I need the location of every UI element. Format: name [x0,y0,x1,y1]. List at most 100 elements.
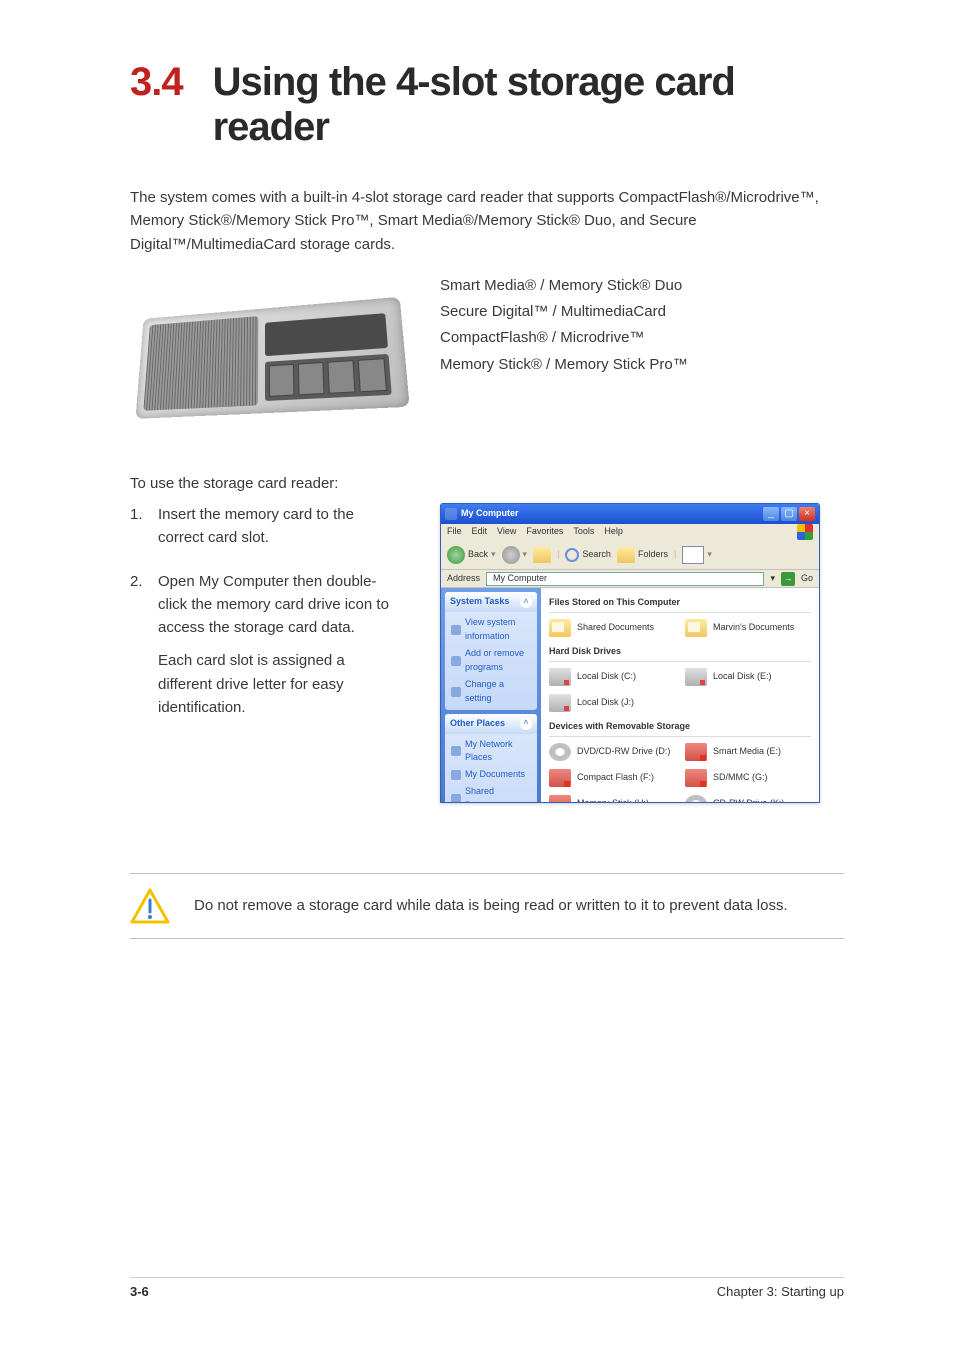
drive-item-dvd-cdrw[interactable]: DVD/CD-RW Drive (D:) [549,743,675,761]
menu-item-view[interactable]: View [497,525,516,539]
window-app-icon [445,508,457,520]
step-subtext: Each card slot is assigned a different d… [158,649,400,719]
sidebar-head-other-places[interactable]: Other Places˄ [445,714,537,734]
sidebar-head-system-tasks[interactable]: System Tasks˄ [445,592,537,612]
section-title: 3.4 Using the 4-slot storage card reader [130,60,844,150]
address-label: Address [447,572,480,586]
drive-item-compact-flash[interactable]: Compact Flash (F:) [549,769,675,787]
chevron-icon: ˄ [520,718,532,730]
page-number: 3-6 [130,1284,149,1299]
drive-item-local-j[interactable]: Local Disk (J:) [549,694,675,712]
minimize-button[interactable]: _ [763,507,779,521]
hdd-icon [549,694,571,712]
content-section-heading: Hard Disk Drives [549,645,811,662]
address-field[interactable]: My Computer [486,572,764,586]
step-text: Insert the memory card to the correct ca… [158,506,354,546]
sidebar-item-shared-documents[interactable]: Shared Documents [451,785,531,803]
sidebar-item-my-documents[interactable]: My Documents [451,768,531,782]
search-icon [565,548,579,562]
drive-item-shared-documents[interactable]: Shared Documents [549,619,675,637]
card-drive-icon [549,769,571,787]
views-icon [682,546,704,564]
step-item: Insert the memory card to the correct ca… [130,503,400,550]
window-menubar: File Edit View Favorites Tools Help [441,524,819,540]
caution-text: Do not remove a storage card while data … [194,894,788,917]
drive-item-user-documents[interactable]: Marvin's Documents [685,619,811,637]
optical-drive-icon [549,743,571,761]
explorer-sidebar: System Tasks˄ View system information Ad… [441,588,541,802]
intro-paragraph: The system comes with a built-in 4-slot … [130,186,830,256]
address-value: My Computer [493,572,547,586]
my-computer-screenshot: My Computer _ ▢ × File Edit View Favorit… [440,503,844,803]
drive-item-cdrw[interactable]: CD-RW Drive (K:) [685,795,811,802]
menu-item-file[interactable]: File [447,525,462,539]
folder-icon [685,619,707,637]
explorer-content: Files Stored on This Computer Shared Doc… [541,588,819,802]
card-drive-icon [685,769,707,787]
back-button[interactable]: Back ▾ [447,546,496,564]
step-text: Open My Computer then double-click the m… [158,573,389,637]
window-addressbar: Address My Computer ▾ → Go [441,570,819,588]
card-drive-icon [685,743,707,761]
forward-button[interactable]: ▾ [502,546,528,564]
section-heading: Using the 4-slot storage card reader [213,60,844,150]
back-icon [447,546,465,564]
drive-item-local-c[interactable]: Local Disk (C:) [549,668,675,686]
card-slot-label: Secure Digital™ / MultimediaCard [440,300,688,323]
menu-item-edit[interactable]: Edit [472,525,488,539]
window-toolbar: Back ▾ ▾ | Search Folders | ▾ [441,540,819,570]
content-section-heading: Files Stored on This Computer [549,596,811,613]
sidebar-item-change-setting[interactable]: Change a setting [451,678,531,706]
windows-flag-icon [797,524,813,540]
folder-icon [549,619,571,637]
card-slot-label: CompactFlash® / Microdrive™ [440,326,688,349]
card-drive-icon [549,795,571,802]
folders-icon [617,547,635,563]
settings-icon [451,687,461,697]
optical-drive-icon [685,795,707,802]
shared-icon [451,794,461,803]
sidebar-item-network-places[interactable]: My Network Places [451,738,531,766]
menu-item-tools[interactable]: Tools [573,525,594,539]
maximize-button[interactable]: ▢ [781,507,797,521]
sidebar-item-view-system-info[interactable]: View system information [451,616,531,644]
folders-button[interactable]: Folders [617,547,668,563]
menu-item-favorites[interactable]: Favorites [526,525,563,539]
hdd-icon [685,668,707,686]
card-slot-label: Memory Stick® / Memory Stick Pro™ [440,353,688,376]
documents-icon [451,770,461,780]
views-button[interactable]: ▾ [682,546,712,564]
network-icon [451,746,461,756]
search-button[interactable]: Search [565,548,611,562]
forward-icon [502,546,520,564]
page-footer: 3-6 Chapter 3: Starting up [130,1277,844,1299]
to-use-lead: To use the storage card reader: [130,472,844,495]
drive-item-memory-stick[interactable]: Memory Stick (H:) [549,795,675,802]
caution-note: Do not remove a storage card while data … [130,873,844,939]
divider [130,938,844,939]
drive-item-local-e[interactable]: Local Disk (E:) [685,668,811,686]
go-button[interactable]: → [781,572,795,586]
hdd-icon [549,668,571,686]
window-title: My Computer [461,507,759,521]
divider [130,873,844,874]
sidebar-pane-other-places: Other Places˄ My Network Places My Docum… [445,714,537,803]
go-label: Go [801,572,813,586]
chevron-icon: ˄ [520,596,532,608]
drive-item-smart-media[interactable]: Smart Media (E:) [685,743,811,761]
chapter-label: Chapter 3: Starting up [717,1284,844,1299]
menu-item-help[interactable]: Help [604,525,623,539]
programs-icon [451,656,461,666]
info-icon [451,625,461,635]
sidebar-pane-system-tasks: System Tasks˄ View system information Ad… [445,592,537,710]
window-titlebar[interactable]: My Computer _ ▢ × [441,504,819,524]
card-slot-label: Smart Media® / Memory Stick® Duo [440,274,688,297]
drive-item-sd-mmc[interactable]: SD/MMC (G:) [685,769,811,787]
sidebar-item-add-remove-programs[interactable]: Add or remove programs [451,647,531,675]
close-button[interactable]: × [799,507,815,521]
folder-up-icon [533,547,551,563]
content-section-heading: Devices with Removable Storage [549,720,811,737]
step-item: Open My Computer then double-click the m… [130,570,400,720]
up-button[interactable] [533,547,551,563]
device-illustration [130,274,400,444]
